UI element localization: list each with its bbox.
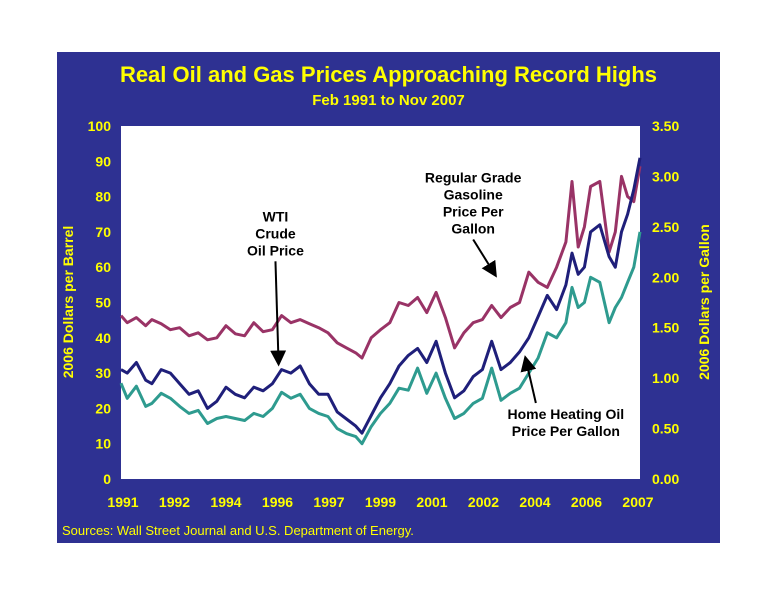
- annotation-arrow: [270, 261, 287, 367]
- x-tick-label: 1999: [365, 494, 396, 510]
- x-tick-label: 1991: [107, 494, 138, 510]
- chart-title: Real Oil and Gas Prices Approaching Reco…: [119, 62, 658, 87]
- y-left-tick-label: 30: [95, 365, 111, 381]
- x-tick-label: 1996: [262, 494, 293, 510]
- y-left-tick-label: 10: [95, 436, 111, 452]
- y-right-tick-label: 1.50: [652, 320, 679, 336]
- series-line: [119, 166, 642, 360]
- y-right-tick-label: 0.00: [652, 471, 679, 487]
- x-tick-label: 2007: [622, 494, 653, 510]
- x-tick-label: 2002: [468, 494, 499, 510]
- annotation-label: WTI Crude Oil Price: [247, 208, 304, 258]
- y-left-tick-label: 80: [95, 189, 111, 205]
- y-left-tick-label: 70: [95, 224, 111, 240]
- x-tick-label: 1994: [210, 494, 241, 510]
- y-left-tick-label: 40: [95, 330, 111, 346]
- x-tick-label: 1992: [159, 494, 190, 510]
- series-line: [119, 231, 642, 446]
- y-left-tick-label: 20: [95, 400, 111, 416]
- annotation-label: Home Heating Oil Price Per Gallon: [508, 406, 625, 439]
- y-left-tick-label: 100: [88, 118, 112, 134]
- y-right-tick-label: 0.50: [652, 421, 679, 437]
- y-right-tick-label: 3.50: [652, 118, 679, 134]
- y-right-tick-label: 2.50: [652, 219, 679, 235]
- chart-subtitle: Feb 1991 to Nov 2007: [312, 92, 465, 109]
- y-right-tick-label: 3.00: [652, 168, 679, 184]
- annotation-arrow: [472, 238, 497, 278]
- x-tick-label: 1997: [313, 494, 344, 510]
- annotation-arrow: [520, 355, 537, 404]
- y-right-tick-label: 2.00: [652, 269, 679, 285]
- x-tick-label: 2004: [519, 494, 550, 510]
- x-tick-label: 2006: [571, 494, 602, 510]
- series-line: [120, 157, 642, 435]
- y-left-tick-label: 0: [103, 471, 111, 487]
- x-tick-label: 2001: [416, 494, 447, 510]
- source-note: Sources: Wall Street Journal and U.S. De…: [62, 523, 414, 538]
- y-left-tick-label: 50: [95, 295, 111, 311]
- y-left-tick-label: 90: [95, 153, 111, 169]
- annotation-label: Regular Grade Gasoline Price Per Gallon: [425, 169, 522, 236]
- y-right-tick-label: 1.00: [652, 370, 679, 386]
- y-left-tick-label: 60: [95, 259, 111, 275]
